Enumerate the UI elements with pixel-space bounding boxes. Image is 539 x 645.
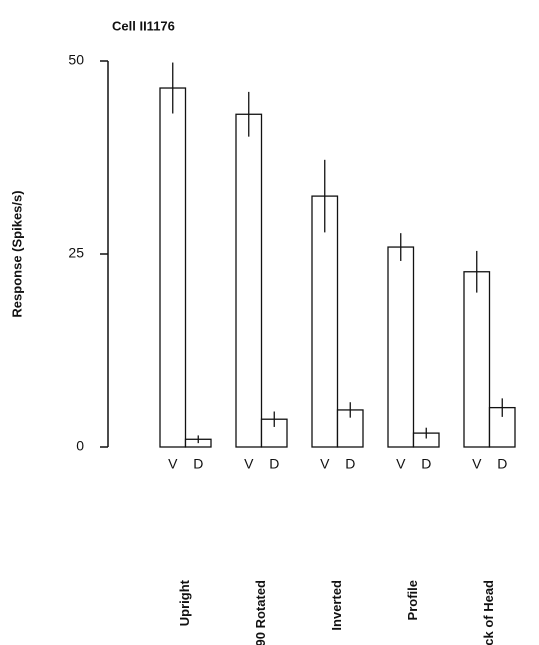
series-label: D: [193, 456, 203, 472]
chart-title: Cell II1176: [112, 18, 175, 33]
series-label: D: [497, 456, 507, 472]
series-label: V: [396, 456, 406, 472]
bar: [311, 195, 339, 448]
x-tick-label: Upright: [177, 579, 192, 626]
series-label: V: [472, 456, 482, 472]
bar: [463, 271, 491, 448]
bar: [159, 87, 187, 448]
x-tick-label: 90 Rotated: [253, 580, 268, 645]
y-axis-label: Response (Spikes/s): [9, 190, 24, 317]
x-tick-label: Back of Head: [481, 580, 496, 645]
series-label: D: [269, 456, 279, 472]
y-tick-label: 25: [68, 245, 84, 261]
x-tick-label: Inverted: [329, 580, 344, 631]
series-label: V: [168, 456, 178, 472]
y-tick-label: 50: [68, 52, 84, 68]
series-label: D: [345, 456, 355, 472]
series-label: D: [421, 456, 431, 472]
y-tick-label: 0: [76, 438, 84, 454]
series-label: V: [244, 456, 254, 472]
bar: [235, 113, 263, 448]
series-label: V: [320, 456, 330, 472]
bar: [387, 246, 415, 448]
x-tick-label: Profile: [405, 580, 420, 620]
